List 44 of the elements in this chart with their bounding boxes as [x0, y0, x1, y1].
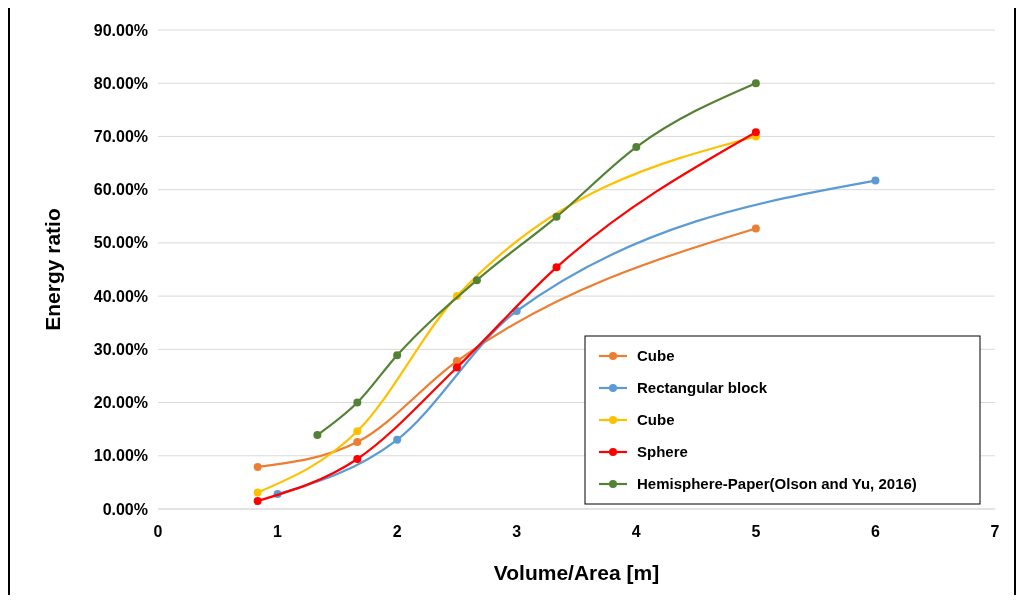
- legend-label: Sphere: [637, 443, 688, 461]
- y-tick-label: 10.00%: [93, 447, 148, 465]
- x-tick-label: 6: [870, 523, 880, 540]
- point: [552, 212, 561, 221]
- point: [552, 263, 561, 272]
- legend-label: Cube: [637, 411, 675, 429]
- x-axis-title: Volume/Area [m]: [493, 561, 660, 584]
- y-tick-label: 80.00%: [93, 74, 148, 92]
- point: [353, 398, 362, 407]
- point: [452, 363, 461, 372]
- point: [871, 176, 880, 185]
- point: [253, 488, 262, 497]
- point: [393, 351, 402, 360]
- x-tick-label: 3: [512, 523, 522, 540]
- y-tick-label: 20.00%: [93, 394, 148, 412]
- y-tick-label: 0.00%: [102, 500, 148, 518]
- x-tick-label: 0: [153, 523, 163, 540]
- point: [751, 224, 760, 233]
- y-tick-label: 30.00%: [93, 340, 148, 358]
- x-tick-label: 5: [751, 523, 761, 540]
- point: [313, 431, 322, 440]
- point: [253, 462, 262, 471]
- legend-label: Hemisphere-Paper(Olson and Yu, 2016): [637, 475, 917, 493]
- y-tick-label: 70.00%: [93, 128, 148, 146]
- legend-label: Cube: [637, 347, 675, 365]
- y-tick-label: 60.00%: [93, 181, 148, 199]
- point: [632, 143, 641, 152]
- y-tick-label: 50.00%: [93, 234, 148, 252]
- point: [751, 128, 760, 137]
- point: [353, 454, 362, 463]
- point: [472, 276, 481, 285]
- point: [751, 79, 760, 88]
- x-tick-label: 7: [990, 523, 1000, 540]
- point: [353, 437, 362, 446]
- point: [353, 427, 362, 436]
- point: [393, 435, 402, 444]
- x-tick-label: 2: [392, 523, 402, 540]
- x-tick-label: 1: [273, 523, 283, 540]
- legend-label: Rectangular block: [637, 379, 768, 397]
- y-tick-label: 90.00%: [93, 21, 148, 39]
- y-axis-title: Energy ratio: [41, 208, 64, 331]
- x-tick-label: 4: [631, 523, 641, 540]
- point: [253, 497, 262, 506]
- y-tick-label: 40.00%: [93, 287, 148, 305]
